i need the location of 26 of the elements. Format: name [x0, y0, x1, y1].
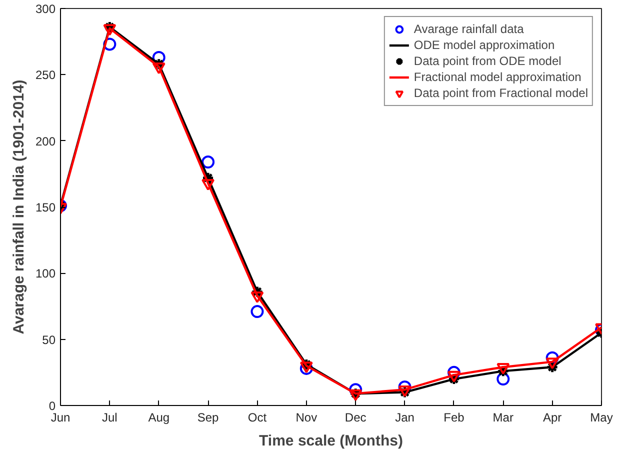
y-tick-label: 0 — [48, 399, 56, 413]
y-tick-label: 50 — [42, 332, 56, 347]
legend-label: Fractional model approximation — [414, 69, 582, 85]
x-tick-label: Dec — [344, 410, 366, 424]
legend-label: ODE model approximation — [414, 37, 555, 53]
legend-label: Avarage rainfall data — [414, 21, 524, 37]
y-tick-label: 300 — [35, 2, 56, 16]
x-tick-label: Jul — [102, 410, 118, 424]
y-axis-title: Avarage rainfall in India (1901-2014) — [10, 80, 28, 334]
x-tick-label: Jan — [395, 410, 414, 424]
x-tick-label: Mar — [492, 410, 514, 424]
x-tick-label: Oct — [248, 410, 268, 424]
legend-label: Data point from Fractional model — [414, 85, 588, 101]
x-tick-label: Jun — [50, 410, 70, 424]
y-tick-label: 200 — [35, 134, 56, 148]
x-tick-label: Aug — [148, 410, 170, 424]
x-tick-label: Apr — [542, 410, 562, 424]
x-axis-title: Time scale (Months) — [259, 432, 403, 450]
x-tick-label: May — [590, 410, 613, 424]
y-tick-label: 100 — [35, 266, 56, 281]
x-tick-label: Sep — [197, 410, 220, 424]
y-tick-label: 150 — [35, 200, 56, 214]
y-tick-label: 250 — [35, 68, 56, 82]
x-tick-label: Nov — [296, 410, 318, 424]
x-tick-label: Feb — [444, 410, 465, 424]
legend-label: Data point from ODE model — [414, 53, 562, 69]
